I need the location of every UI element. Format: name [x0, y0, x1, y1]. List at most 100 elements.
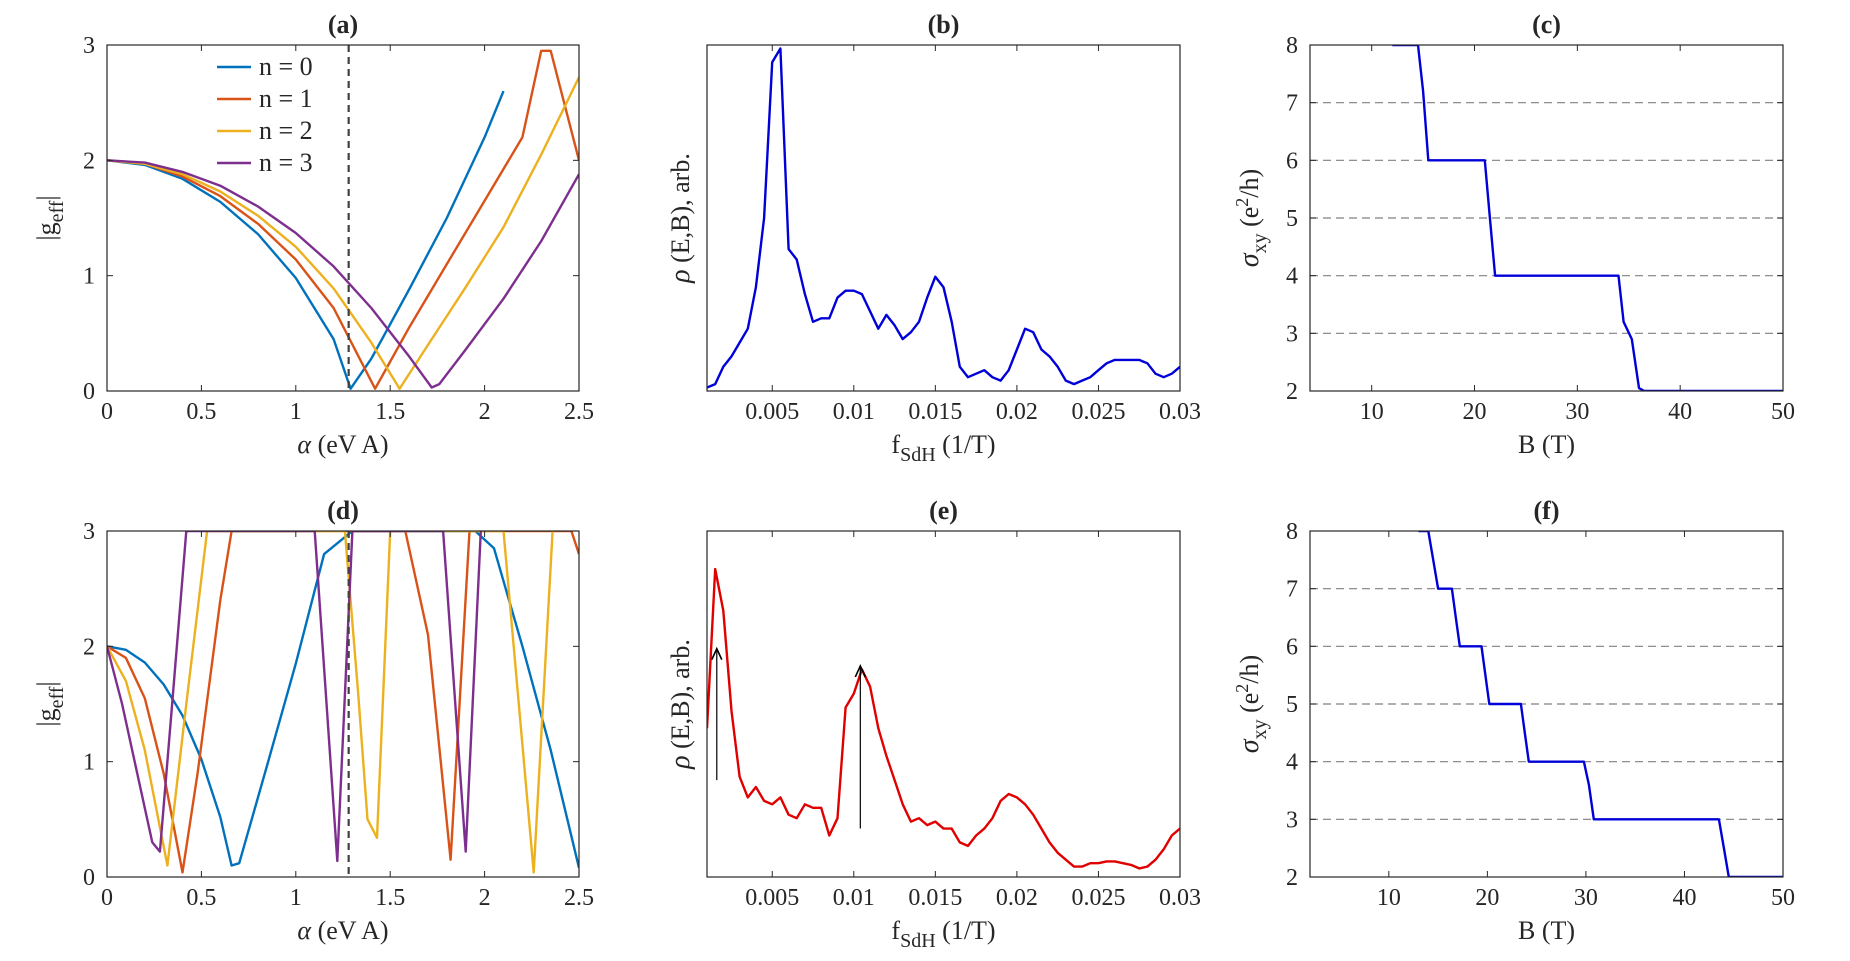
panel-f-title: (f)	[1534, 496, 1560, 525]
panel-f-xtick-label: 40	[1672, 885, 1696, 911]
panel-e-xtick-label: 0.01	[833, 885, 875, 911]
panel-a-ytick-label: 0	[83, 379, 95, 405]
panel-a-legend-label-1: n = 1	[259, 84, 313, 113]
panel-c-xlabel: B (T)	[1518, 430, 1575, 459]
panel-e-arrow-head-0	[711, 646, 723, 660]
panel-a-axes-box	[106, 44, 580, 392]
panel-a-xtick-label: 2	[479, 399, 491, 425]
panel-f-ytick-label: 4	[1286, 750, 1298, 776]
panel-f-ytick-label: 5	[1286, 692, 1298, 718]
panel-e: 0.005 0.01 0.015 0.02 0.025 0.03 (e) fSdH (1/T)…	[665, 496, 1201, 952]
panel-c-ytick-label: 8	[1286, 33, 1298, 59]
panel-a-series-0	[107, 90, 505, 390]
panel-f-ytick-label: 8	[1286, 519, 1298, 545]
panel-a-legend-label-3: n = 3	[259, 148, 313, 177]
panel-a-legend-label-2: n = 2	[259, 116, 313, 145]
panel-b-xtick-label: 0.005	[745, 399, 799, 425]
panel-f-xtick-label: 10	[1377, 885, 1401, 911]
panel-c-ytick-label: 5	[1286, 206, 1298, 232]
panel-c-ytick-label: 3	[1286, 321, 1298, 347]
panel-b-axes-box	[706, 44, 1181, 392]
panel-c-ylabel: σxy (e2/h)	[1232, 169, 1271, 267]
panel-f-xtick-label: 20	[1475, 885, 1499, 911]
panel-a-legend-label-0: n = 0	[259, 52, 313, 81]
panel-d-series-1	[107, 531, 579, 874]
panel-f-series-0	[1418, 531, 1783, 877]
panel-a-xtick-label: 1.5	[375, 399, 405, 425]
panel-a-xtick-label: 0	[101, 399, 113, 425]
panel-c-ytick-label: 7	[1286, 91, 1298, 117]
panel-d-series-group	[107, 531, 579, 874]
panel-f-series-group	[1418, 531, 1783, 877]
panel-a-series-2	[107, 76, 579, 390]
panel-a-ytick-label: 1	[83, 264, 95, 290]
panel-a-ytick-label: 2	[83, 148, 95, 174]
panel-e-xtick-label: 0.005	[745, 885, 799, 911]
panel-f-ytick-label: 2	[1286, 865, 1298, 891]
panel-f-xlabel: B (T)	[1518, 916, 1575, 945]
panel-a-xtick-label: 2.5	[564, 399, 594, 425]
panel-b-series-group	[707, 47, 1180, 389]
panel-c: 10 20 30 40 50 2 3 4 5 6 7 8 (c) B (T) σxy (e2/h)	[1232, 10, 1795, 459]
panel-d-ytick-label: 1	[83, 750, 95, 776]
panel-c-xtick-label: 10	[1360, 399, 1384, 425]
panel-e-series-0	[707, 567, 1180, 870]
panel-e-xtick-label: 0.025	[1071, 885, 1125, 911]
panel-d-xtick-label: 0.5	[186, 885, 216, 911]
panel-a-xtick-label: 0.5	[186, 399, 216, 425]
panel-b-xtick-label: 0.02	[996, 399, 1038, 425]
panel-b-xtick-label: 0.015	[908, 399, 962, 425]
panel-e-title: (e)	[929, 496, 958, 525]
panel-a-xlabel: α (eV A)	[297, 430, 388, 459]
panel-b: 0.005 0.01 0.015 0.02 0.025 0.03 (b) fSdH (1/T)…	[665, 10, 1201, 466]
panel-a-series-group	[107, 49, 579, 390]
panel-b-xlabel: fSdH (1/T)	[891, 430, 995, 466]
panel-c-xtick-label: 40	[1668, 399, 1692, 425]
panel-c-xtick-label: 30	[1565, 399, 1589, 425]
panel-d-series-3	[107, 531, 482, 863]
panel-a-series-1	[107, 49, 579, 390]
panel-a-title: (a)	[328, 10, 358, 39]
panel-e-xlabel: fSdH (1/T)	[891, 916, 995, 952]
panel-e-xtick-label: 0.03	[1159, 885, 1201, 911]
panel-e-series-group	[707, 567, 1180, 870]
panel-d-series-0	[107, 531, 579, 869]
panel-b-ylabel: ρ (E,B), arb.	[665, 153, 696, 284]
panel-e-xtick-label: 0.015	[908, 885, 962, 911]
panel-c-xtick-label: 50	[1771, 399, 1795, 425]
panel-f: 10 20 30 40 50 2 3 4 5 6 7 8 (f) B (T) σxy (e2/h)	[1232, 496, 1795, 945]
panel-a-legend: n = 0 n = 1 n = 2 n = 3	[217, 52, 313, 177]
panel-d-xtick-label: 2.5	[564, 885, 594, 911]
panel-d-xlabel: α (eV A)	[297, 916, 388, 945]
panel-d-ylabel: |geff|	[32, 681, 68, 726]
panel-d-xtick-label: 1.5	[375, 885, 405, 911]
panel-f-ytick-label: 3	[1286, 807, 1298, 833]
panel-d-xtick-label: 2	[479, 885, 491, 911]
panel-a-xtick-label: 1	[290, 399, 302, 425]
panel-f-xtick-label: 50	[1771, 885, 1795, 911]
panel-b-series-0	[707, 47, 1180, 389]
panel-b-title: (b)	[928, 10, 960, 39]
panel-b-xtick-label: 0.01	[833, 399, 875, 425]
panel-a-ylabel: |geff|	[32, 195, 68, 240]
panel-c-xtick-label: 20	[1463, 399, 1487, 425]
panel-d: 0 0.5 1 1.5 2 2.5 0 1 2 3 (d) α (eV A) |geff|	[32, 496, 594, 945]
panel-f-ylabel: σxy (e2/h)	[1232, 655, 1271, 753]
panel-d-title: (d)	[327, 496, 359, 525]
panel-e-arrow-head-1	[854, 664, 867, 678]
panel-e-xtick-label: 0.02	[996, 885, 1038, 911]
panel-e-axes-box	[706, 530, 1181, 878]
panel-d-ytick-label: 3	[83, 519, 95, 545]
panel-d-xtick-label: 0	[101, 885, 113, 911]
panel-b-xtick-label: 0.03	[1159, 399, 1201, 425]
panel-a-series-3	[107, 159, 579, 389]
panel-c-ytick-label: 2	[1286, 379, 1298, 405]
panel-c-series-0	[1392, 45, 1783, 391]
panel-d-ytick-label: 0	[83, 865, 95, 891]
panel-c-ytick-label: 4	[1286, 264, 1298, 290]
panel-d-ytick-label: 2	[83, 634, 95, 660]
panel-f-ytick-label: 6	[1286, 634, 1298, 660]
panel-d-axes-box	[106, 530, 580, 878]
panel-d-xtick-label: 1	[290, 885, 302, 911]
